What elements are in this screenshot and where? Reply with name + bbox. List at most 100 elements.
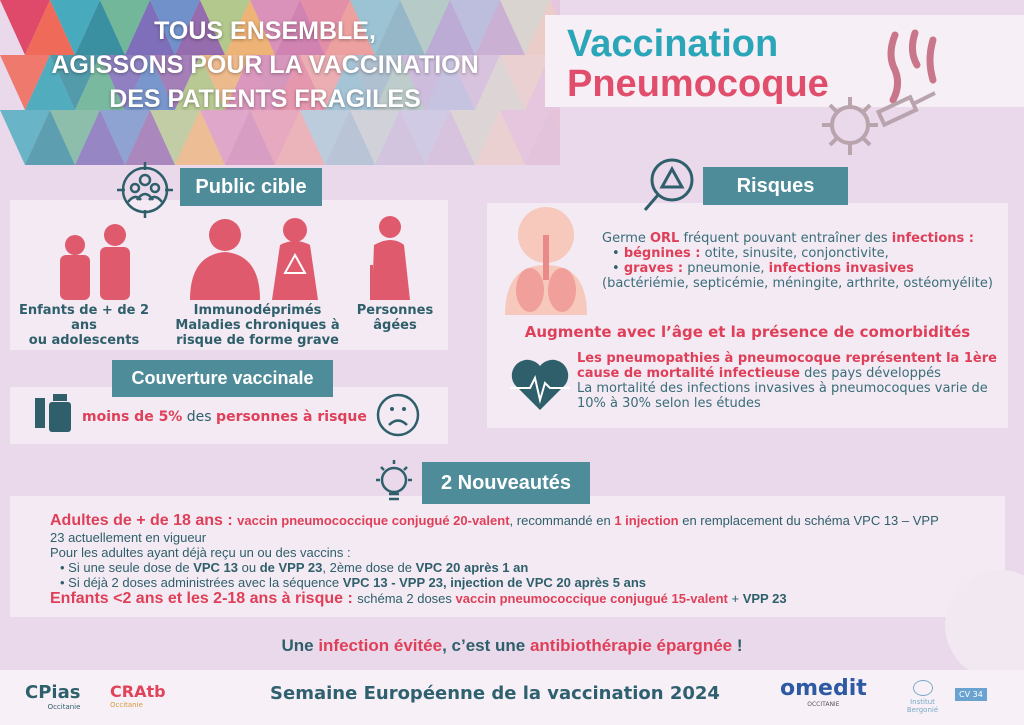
mosaic-triangle xyxy=(100,110,150,165)
text-segment: Enfants <2 ans et les 2-18 ans à risque … xyxy=(50,590,358,607)
mosaic-triangle xyxy=(500,0,550,55)
text-segment: ORL xyxy=(649,231,680,246)
risques-mortality: Les pneumopathies à pneumocoque représen… xyxy=(577,351,997,411)
public-silhouettes xyxy=(60,216,410,300)
heart-pulse-icon xyxy=(510,359,570,410)
mosaic-triangle xyxy=(250,55,300,110)
mosaic-triangle xyxy=(500,55,550,110)
nouveautes-panel xyxy=(10,496,1005,617)
mosaic-triangle xyxy=(200,110,250,165)
mosaic-triangle xyxy=(425,55,475,110)
mosaic-triangle xyxy=(150,0,200,55)
brand-line-2: Pneumocoque xyxy=(567,63,829,105)
mosaic-triangle xyxy=(250,0,300,55)
text-segment: de VPP 23 xyxy=(259,560,323,575)
text-segment: Adultes de + de 18 ans : xyxy=(50,512,238,529)
text-segment: Les pneumopathies à pneumocoque représen… xyxy=(577,351,997,381)
text-segment: en remplacement du schéma VPC 13 – VPP 2… xyxy=(50,513,939,545)
mosaic-triangle xyxy=(225,55,275,110)
text-segment: ! xyxy=(732,636,743,655)
mosaic-triangle xyxy=(525,110,560,165)
text-segment: moins de 5% xyxy=(82,409,183,425)
group-elderly: Personnes âgées xyxy=(356,303,434,333)
mosaic-triangle xyxy=(400,0,450,55)
text-segment: des pays développés xyxy=(800,366,941,381)
slogan: Une infection évitée, c’est une antibiot… xyxy=(0,636,1024,656)
mosaic-triangle xyxy=(400,110,450,165)
mosaic-triangle xyxy=(25,0,75,55)
mosaic-triangle xyxy=(400,55,450,110)
logo-omedit: omedit OCCITANIE xyxy=(780,676,867,708)
list-item: Si déjà 2 doses administrées avec la séq… xyxy=(60,575,950,590)
mosaic-triangle xyxy=(25,55,75,110)
group-immuno: Immunodéprimés Maladies chroniques à risqu… xyxy=(175,303,340,348)
target-group-icon xyxy=(117,162,173,218)
list-item: bégnines : otite, sinusite, conjonctivit… xyxy=(612,246,1002,261)
group-children: Enfants de + de 2 ans ou adolescents xyxy=(18,303,150,348)
title-line: AGISSONS POUR LA VACCINATION xyxy=(51,51,479,79)
nouveautes-enfants: Enfants <2 ans et les 2-18 ans à risque … xyxy=(50,590,950,608)
text-segment: otite, sinusite, conjonctivite, xyxy=(700,246,889,261)
text-segment: ou xyxy=(238,560,260,575)
risques-intro: Germe ORL fréquent pouvant entraîner des… xyxy=(602,231,1002,246)
nouveautes-adultes: Adultes de + de 18 ans : vaccin pneumoco… xyxy=(50,512,950,545)
mosaic-triangle xyxy=(125,110,175,165)
mosaic-triangle xyxy=(475,110,525,165)
title-line: DES PATIENTS FRAGILES xyxy=(109,85,421,113)
mosaic-triangle xyxy=(450,0,500,55)
mosaic-triangle xyxy=(225,110,275,165)
mosaic-triangle xyxy=(50,0,100,55)
nouveautes-deja: Pour les adultes ayant déjà reçu un ou d… xyxy=(50,545,351,560)
public-cible-header: Public cible xyxy=(180,168,322,206)
mosaic-triangle xyxy=(0,110,50,165)
risques-age: Augmente avec l’âge et la présence de co… xyxy=(524,323,971,341)
sad-face-icon xyxy=(376,393,420,437)
logo-cpias: CPias Occitanie xyxy=(25,682,81,711)
text-segment: VPC 20 après 1 an xyxy=(415,560,529,575)
mosaic-triangle xyxy=(375,110,425,165)
risques-header: Risques xyxy=(703,167,848,205)
text-segment: graves : xyxy=(623,261,684,276)
text-segment: infections invasives xyxy=(768,261,914,276)
text-segment: + xyxy=(727,591,743,606)
logo-bergonie: Institut Bergonié xyxy=(900,680,945,714)
text-segment: bégnines : xyxy=(623,246,701,261)
text-segment: personnes à risque xyxy=(216,409,367,425)
mosaic-triangle xyxy=(200,0,250,55)
mosaic-triangle xyxy=(325,0,375,55)
mosaic-triangle xyxy=(75,0,125,55)
footer xyxy=(0,670,1024,725)
mosaic-triangle xyxy=(50,110,100,165)
mosaic-triangle xyxy=(450,110,500,165)
brand-line-1: Vaccination xyxy=(567,23,779,65)
text-segment: infection évitée xyxy=(318,636,443,655)
mosaic-triangle xyxy=(225,0,275,55)
children-icon xyxy=(60,224,130,300)
cross-decoration xyxy=(945,570,1024,680)
mosaic-triangle xyxy=(275,55,325,110)
text-segment: schéma 2 doses xyxy=(357,591,456,606)
nouveautes-text: Adultes de + de 18 ans : vaccin pneumoco… xyxy=(50,512,950,608)
mosaic-triangle xyxy=(175,55,225,110)
text-segment: VPC 13 xyxy=(193,560,239,575)
mosaic-triangle xyxy=(125,55,175,110)
brand-title: Vaccination Pneumocoque xyxy=(567,24,829,104)
mosaic-triangle xyxy=(375,55,425,110)
mosaic-triangle xyxy=(475,55,525,110)
mosaic-triangle xyxy=(300,0,350,55)
footer-title: Semaine Européenne de la vaccination 202… xyxy=(270,683,720,704)
mosaic-triangle xyxy=(350,0,400,55)
text-segment: 1 injection xyxy=(614,513,679,528)
text-segment: VPC 13 - VPP 23, injection de VPC 20 apr… xyxy=(342,575,647,590)
main-title: TOUS ENSEMBLE, AGISSONS POUR LA VACCINAT… xyxy=(0,14,530,116)
title-line: TOUS ENSEMBLE, xyxy=(154,17,376,45)
magnifier-warning-icon xyxy=(643,158,694,211)
text-segment: VPP 23 xyxy=(742,591,787,606)
warning-icon xyxy=(283,252,307,274)
mosaic-triangle xyxy=(325,110,375,165)
mosaic-triangle xyxy=(100,0,150,55)
risques-panel xyxy=(487,203,1008,428)
text-segment: infections : xyxy=(891,231,974,246)
mosaic-triangle xyxy=(325,55,375,110)
mosaic-triangle xyxy=(275,0,325,55)
